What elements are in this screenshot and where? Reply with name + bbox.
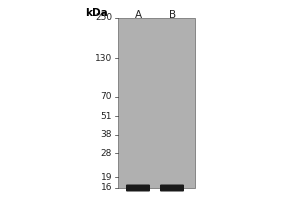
Bar — [118, 18, 195, 188]
Text: 19: 19 — [100, 173, 112, 182]
Text: A: A — [134, 10, 142, 20]
Text: 16: 16 — [100, 184, 112, 192]
Text: 51: 51 — [100, 112, 112, 121]
Text: 130: 130 — [95, 54, 112, 63]
FancyBboxPatch shape — [160, 184, 184, 192]
FancyBboxPatch shape — [126, 184, 150, 192]
Text: 38: 38 — [100, 130, 112, 139]
Text: 250: 250 — [95, 14, 112, 22]
Text: 70: 70 — [100, 92, 112, 101]
Text: 28: 28 — [100, 149, 112, 158]
Text: kDa: kDa — [85, 8, 108, 18]
Text: B: B — [169, 10, 177, 20]
